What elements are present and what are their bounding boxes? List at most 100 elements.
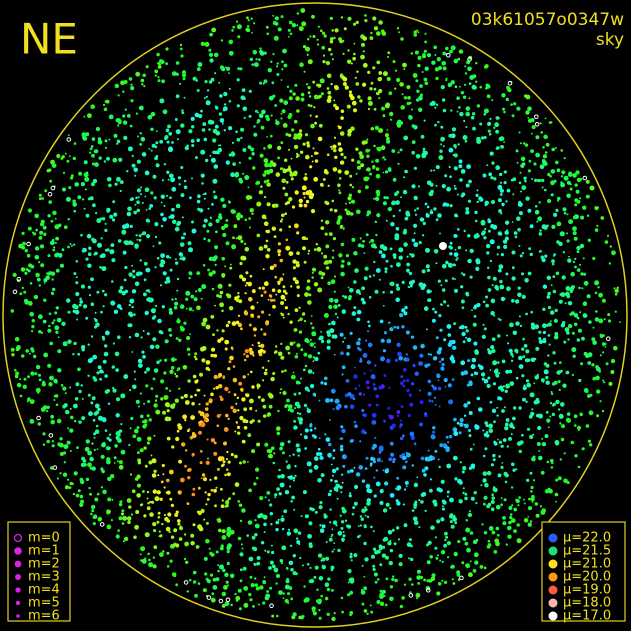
star [292, 371, 295, 374]
star [205, 360, 211, 365]
star [46, 410, 49, 413]
star [25, 349, 30, 353]
star [208, 48, 212, 52]
star [131, 289, 137, 294]
star [542, 323, 547, 329]
star [297, 531, 302, 535]
star [268, 453, 274, 459]
star [330, 568, 334, 572]
star [484, 447, 488, 451]
star [265, 169, 271, 175]
star [296, 294, 300, 298]
star [262, 268, 265, 271]
star [281, 109, 286, 114]
star [97, 137, 102, 141]
star [154, 304, 158, 308]
star [442, 145, 445, 148]
star [536, 442, 541, 446]
star [378, 544, 383, 549]
star [203, 197, 206, 200]
star [221, 535, 227, 540]
star [179, 304, 185, 309]
star [104, 139, 108, 143]
star [282, 123, 288, 128]
star [277, 351, 283, 357]
star [221, 329, 225, 333]
star [459, 111, 464, 117]
star [145, 65, 149, 69]
star [298, 543, 301, 546]
star [295, 96, 300, 101]
star [506, 85, 510, 90]
star [177, 519, 181, 523]
star [333, 290, 336, 293]
star [235, 595, 241, 601]
star [495, 129, 499, 134]
star [37, 391, 40, 394]
star [247, 373, 250, 376]
star [495, 116, 500, 120]
star [431, 60, 436, 65]
star [104, 222, 107, 225]
star [400, 419, 402, 422]
star [580, 215, 585, 220]
star [198, 430, 202, 435]
star [226, 561, 230, 566]
star [604, 346, 607, 348]
star [550, 392, 554, 396]
star [280, 355, 285, 360]
star [228, 306, 234, 311]
star [453, 252, 459, 257]
star [512, 193, 515, 196]
star [259, 51, 265, 56]
star [413, 502, 418, 507]
star [182, 73, 187, 78]
star [329, 328, 335, 334]
star [312, 392, 316, 397]
star [546, 295, 551, 299]
star [496, 253, 499, 256]
star [357, 346, 361, 350]
star [395, 69, 398, 72]
star [214, 124, 219, 129]
star [100, 253, 106, 258]
star [119, 307, 123, 310]
star [326, 87, 330, 90]
star [390, 264, 393, 268]
star [237, 292, 240, 295]
star [92, 354, 98, 360]
star [344, 170, 350, 176]
star [503, 406, 506, 409]
star [87, 462, 92, 468]
star [63, 461, 66, 464]
star [146, 414, 150, 418]
star [162, 410, 166, 415]
star [487, 275, 491, 280]
star [143, 402, 146, 405]
star [118, 460, 123, 465]
star [336, 497, 339, 500]
star [124, 108, 127, 111]
star [66, 478, 70, 481]
star [581, 336, 585, 341]
star [230, 151, 236, 157]
star [442, 51, 447, 56]
star [440, 136, 445, 142]
star [523, 176, 527, 180]
star [359, 440, 362, 443]
star [310, 322, 313, 325]
star [417, 55, 422, 61]
star [493, 441, 498, 446]
star [174, 297, 177, 301]
star [419, 84, 423, 88]
star [399, 313, 404, 318]
star [185, 560, 189, 564]
star [359, 359, 363, 363]
star [232, 408, 237, 413]
star [312, 609, 316, 613]
star [260, 541, 265, 545]
star [361, 42, 365, 47]
star [491, 493, 494, 497]
star [84, 176, 90, 182]
star [372, 16, 377, 21]
